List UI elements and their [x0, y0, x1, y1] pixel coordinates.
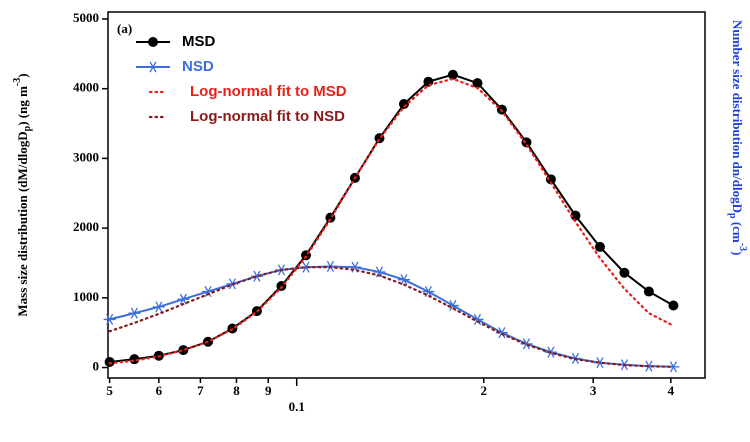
- x-tick-label: 4: [668, 383, 675, 398]
- y-tick-label: 3000: [73, 149, 99, 164]
- x-tick-label: 6: [156, 383, 163, 398]
- plot-frame: [107, 11, 706, 379]
- x-tick-label: 2: [481, 383, 488, 398]
- point: [668, 300, 679, 311]
- point: [472, 78, 483, 89]
- point: [104, 356, 115, 367]
- star-marker: [147, 61, 159, 73]
- y-tick-label: 5000: [73, 10, 99, 25]
- fit-line: [108, 266, 675, 368]
- x-tick-label: 8: [233, 383, 240, 398]
- legend-entry: Log-normal fit to NSD: [148, 108, 345, 125]
- star-marker: [103, 313, 116, 325]
- point: [447, 69, 458, 80]
- star-marker: [397, 274, 410, 286]
- y-tick-label: 0: [93, 359, 100, 374]
- point: [545, 174, 556, 185]
- x-tick-label: 7: [197, 383, 204, 398]
- legend-entry: Log-normal fit to MSD: [148, 83, 347, 100]
- y2-axis-title: Number size distribution dn/dlogDp (cm-3…: [727, 20, 748, 255]
- y-tick-label: 2000: [73, 219, 99, 234]
- legend-label: Log-normal fit to MSD: [190, 83, 347, 100]
- y-title-part: ): [15, 73, 30, 77]
- star-marker: [250, 270, 263, 282]
- y-title-sup: -3: [12, 78, 23, 86]
- series-1: [103, 260, 680, 373]
- y-title-part: ) (ng m: [15, 86, 30, 126]
- star-marker: [128, 307, 141, 319]
- y2-title-sub: p: [727, 213, 738, 219]
- y-title-part: Mass size distribution (dM/dlogD: [15, 131, 30, 316]
- point: [643, 286, 654, 297]
- series-2: [108, 77, 675, 365]
- legend-entry: NSD: [136, 58, 214, 75]
- legend-label: Log-normal fit to NSD: [190, 108, 345, 125]
- point: [374, 133, 385, 144]
- legend-marker: [148, 37, 158, 47]
- point: [619, 267, 630, 278]
- point: [423, 76, 434, 87]
- point: [594, 241, 605, 252]
- point: [325, 212, 336, 223]
- legend-entry: MSD: [136, 33, 216, 50]
- y-axis-title: Mass size distribution (dM/dlogDp) (ng m…: [12, 73, 33, 316]
- x-tick-label: 5: [106, 383, 113, 398]
- star-marker: [177, 293, 190, 305]
- y2-title-part: ): [730, 251, 745, 255]
- star-marker: [422, 286, 435, 298]
- legend-label: NSD: [182, 58, 214, 75]
- y2-title-part: (cm: [730, 219, 745, 243]
- y2-title-part: Number size distribution dn/dlogD: [730, 20, 745, 213]
- legend-label: MSD: [182, 33, 216, 50]
- series-line: [108, 265, 675, 368]
- series-3: [108, 266, 675, 368]
- y-title-sub: p: [22, 125, 33, 131]
- point: [178, 345, 189, 356]
- point: [398, 99, 409, 110]
- fit-line: [108, 77, 675, 365]
- panel-label: (a): [117, 21, 132, 36]
- y2-title-sup: -3: [737, 243, 748, 251]
- star-marker: [152, 301, 165, 313]
- y-tick-label: 4000: [73, 80, 99, 95]
- x-tick-label: 3: [590, 383, 597, 398]
- x-tick-label: 0.1: [289, 399, 305, 414]
- point: [570, 210, 581, 221]
- y-tick-label: 1000: [73, 289, 99, 304]
- x-tick-label: 9: [265, 383, 272, 398]
